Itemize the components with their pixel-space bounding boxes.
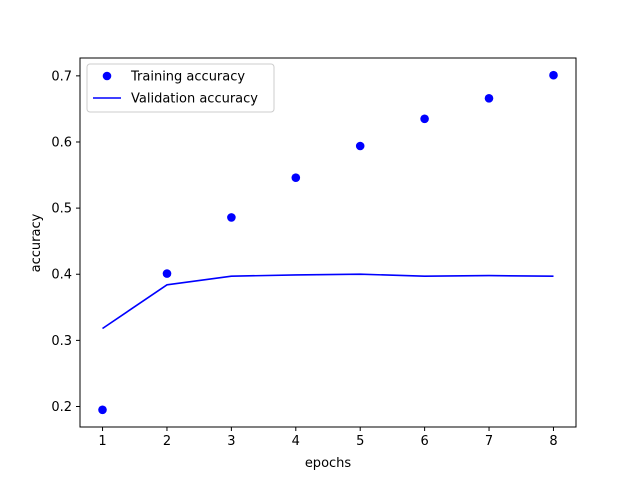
data-point-training-accuracy	[549, 70, 558, 80]
y-tick-label: 0.2	[51, 400, 72, 415]
x-axis-title: epochs	[305, 456, 352, 471]
x-tick-label: 6	[420, 434, 428, 449]
legend: Training accuracy Validation accuracy	[86, 63, 275, 113]
data-point-training-accuracy	[227, 213, 236, 222]
x-tick-label: 3	[227, 434, 235, 449]
series-line-validation-accuracy	[102, 273, 554, 330]
x-tick-label: 8	[549, 434, 557, 449]
y-tick-label: 0.4	[51, 268, 72, 283]
x-tick-label: 4	[292, 434, 300, 449]
data-point-training-accuracy	[484, 94, 494, 103]
axes-frame	[79, 57, 577, 428]
data-point-training-accuracy	[291, 173, 301, 182]
legend-swatch-training-accuracy	[102, 71, 112, 81]
x-tick-label: 2	[163, 434, 171, 449]
y-tick-label: 0.7	[51, 69, 72, 84]
y-tick-label: 0.3	[51, 334, 72, 349]
legend-label: Training accuracy	[130, 70, 245, 85]
axes: 1 2 3 4 5 6 7 8 0.2 0.3 0.4 0.5 0.6 0.7	[51, 57, 577, 449]
x-tick-label: 5	[356, 434, 364, 449]
data-point-training-accuracy	[420, 114, 429, 124]
data-point-training-accuracy	[162, 269, 172, 278]
data-point-training-accuracy	[98, 405, 107, 415]
legend-box	[86, 63, 275, 113]
y-tick-label: 0.6	[51, 135, 72, 150]
data-point-training-accuracy	[355, 141, 365, 151]
x-tick-label: 1	[98, 434, 106, 449]
y-axis-title: accuracy	[29, 213, 44, 272]
x-tick-label: 7	[485, 434, 493, 449]
y-tick-label: 0.5	[51, 202, 72, 217]
plot-area	[98, 70, 558, 415]
legend-label: Validation accuracy	[131, 92, 258, 107]
